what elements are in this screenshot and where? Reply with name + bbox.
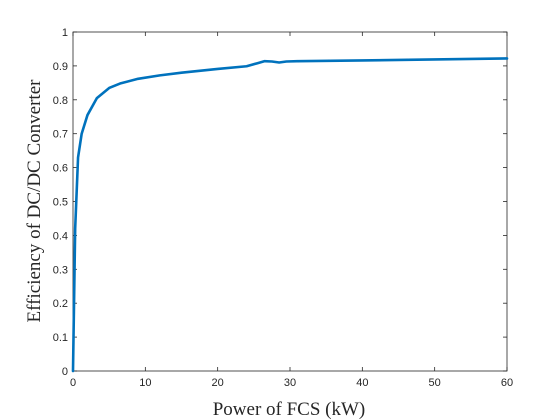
- y-tick-label: 0.7: [53, 129, 68, 141]
- y-tick-label: 0.8: [53, 95, 68, 107]
- x-tick-label: 40: [356, 377, 368, 389]
- x-tick-label: 30: [284, 377, 296, 389]
- y-tick-label: 0.6: [53, 163, 68, 175]
- x-axis-label: Power of FCS (kW): [213, 399, 366, 420]
- y-axis-label: Efficiency of DC/DC Converter: [24, 79, 45, 323]
- y-tick-label: 0.3: [53, 264, 68, 276]
- x-tick-label: 60: [501, 377, 513, 389]
- x-tick-label: 50: [429, 377, 441, 389]
- x-tick-label: 10: [139, 377, 151, 389]
- y-tick-label: 0.1: [53, 332, 68, 344]
- y-tick-label: 0.9: [53, 61, 68, 73]
- y-tick-label: 0.5: [53, 197, 68, 209]
- y-tick-label: 0: [62, 366, 68, 378]
- efficiency-series-line: [71, 57, 509, 373]
- plot-area: [72, 31, 508, 372]
- axis-ticks: 0 10 20 30 40 50 60 0 0.1 0.2 0.3 0.4 0.5 0.6 0.7 0.8 0.…: [53, 27, 513, 389]
- y-tick-label: 0.2: [53, 298, 68, 310]
- y-tick-label: 0.4: [53, 230, 68, 242]
- x-tick-label: 20: [212, 377, 224, 389]
- series-layer: [71, 57, 509, 373]
- y-tick-label: 1: [62, 27, 68, 39]
- x-tick-label: 0: [70, 377, 76, 389]
- axes-box: [72, 31, 508, 372]
